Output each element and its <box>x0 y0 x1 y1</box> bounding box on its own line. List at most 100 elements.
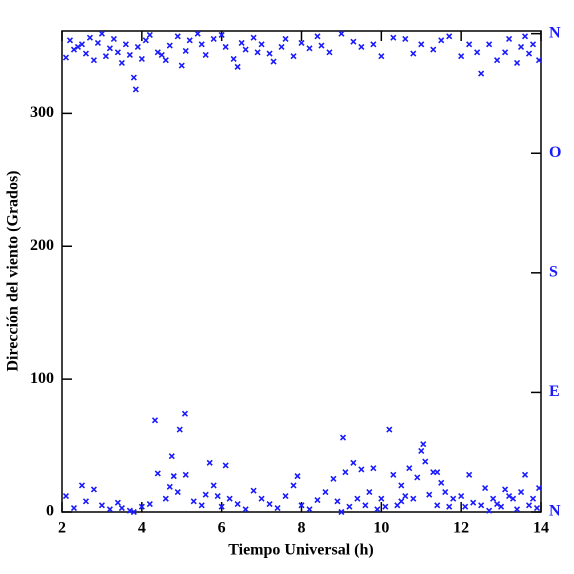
data-point <box>458 492 465 500</box>
data-point <box>390 471 397 478</box>
data-point <box>174 33 181 40</box>
data-point <box>318 42 325 49</box>
data-point <box>170 473 177 480</box>
data-point <box>521 33 529 40</box>
x-tick-label: 4 <box>138 520 146 537</box>
data-point <box>194 30 201 37</box>
data-point <box>202 491 209 498</box>
data-point <box>330 475 337 482</box>
data-point <box>230 55 237 62</box>
data-point <box>178 62 185 69</box>
data-point <box>446 33 453 40</box>
data-point <box>98 502 105 509</box>
data-point <box>298 502 305 509</box>
data-point <box>234 63 241 70</box>
data-point <box>146 31 153 39</box>
data-point <box>174 489 181 496</box>
data-point <box>458 53 465 60</box>
data-point <box>282 492 289 500</box>
data-point <box>82 50 90 57</box>
plot-frame <box>61 30 542 513</box>
data-point <box>414 474 421 481</box>
data-point <box>525 502 533 509</box>
data-point <box>181 410 189 417</box>
data-point <box>418 41 425 48</box>
data-point <box>154 49 161 56</box>
data-point <box>422 458 429 465</box>
data-point <box>278 43 285 51</box>
data-point <box>535 485 543 492</box>
data-point <box>118 59 125 66</box>
data-point <box>132 86 139 93</box>
data-point <box>210 482 217 489</box>
data-point <box>374 506 381 513</box>
x-tick-label: 8 <box>298 520 306 537</box>
data-point <box>126 507 133 514</box>
data-point <box>517 489 525 496</box>
data-point <box>90 486 97 493</box>
data-point <box>274 504 281 512</box>
data-point <box>378 53 385 60</box>
data-point <box>346 503 353 510</box>
data-point <box>186 37 193 44</box>
data-point <box>358 466 365 473</box>
y-tick-label: 0 <box>46 503 54 520</box>
data-point <box>490 495 497 502</box>
y2-tick-label: O <box>549 144 561 161</box>
data-point <box>154 470 161 477</box>
x-tick-label: 6 <box>218 520 226 537</box>
x-tick-label: 2 <box>58 520 66 537</box>
data-point <box>134 43 141 51</box>
data-point <box>78 41 86 48</box>
data-point <box>486 41 493 48</box>
data-point <box>198 41 205 48</box>
data-point <box>370 41 377 48</box>
y-tick-label: 100 <box>30 370 54 387</box>
data-point <box>494 57 501 64</box>
data-point <box>122 41 129 48</box>
data-point <box>250 487 257 494</box>
y-axis-label: Dirección del viento (Grados) <box>5 170 22 371</box>
data-point <box>86 34 94 41</box>
data-point <box>182 471 189 478</box>
data-point <box>406 465 413 472</box>
data-point <box>110 35 117 43</box>
data-point <box>478 70 485 77</box>
data-point <box>438 37 445 44</box>
data-point <box>306 45 313 52</box>
data-point <box>390 34 397 41</box>
data-point <box>420 441 427 448</box>
data-point <box>342 469 349 476</box>
y-tick-label: 300 <box>30 104 54 121</box>
data-point <box>350 38 357 45</box>
data-point <box>270 58 277 65</box>
data-point <box>234 500 241 508</box>
data-point <box>166 483 173 490</box>
data-point <box>402 492 409 500</box>
data-point <box>222 462 229 469</box>
data-point <box>502 49 509 56</box>
data-point <box>226 495 233 502</box>
data-point <box>162 495 169 502</box>
data-point <box>130 508 137 516</box>
data-point <box>138 55 145 62</box>
y2-tick-label: S <box>549 264 558 281</box>
x-tick-label: 10 <box>373 520 389 537</box>
data-point <box>168 453 175 460</box>
data-point <box>326 49 333 56</box>
data-point <box>102 53 109 60</box>
data-point <box>126 51 133 58</box>
data-point <box>258 41 265 48</box>
data-point <box>486 507 493 514</box>
data-point <box>210 35 217 43</box>
data-point <box>426 491 433 498</box>
data-point <box>513 59 521 66</box>
data-point <box>410 495 417 502</box>
y2-tick-label: N <box>549 24 561 41</box>
data-point <box>506 492 513 500</box>
data-point <box>70 504 78 512</box>
data-point <box>114 499 121 506</box>
data-point <box>446 503 453 510</box>
data-point <box>82 498 90 505</box>
data-point <box>466 41 473 48</box>
